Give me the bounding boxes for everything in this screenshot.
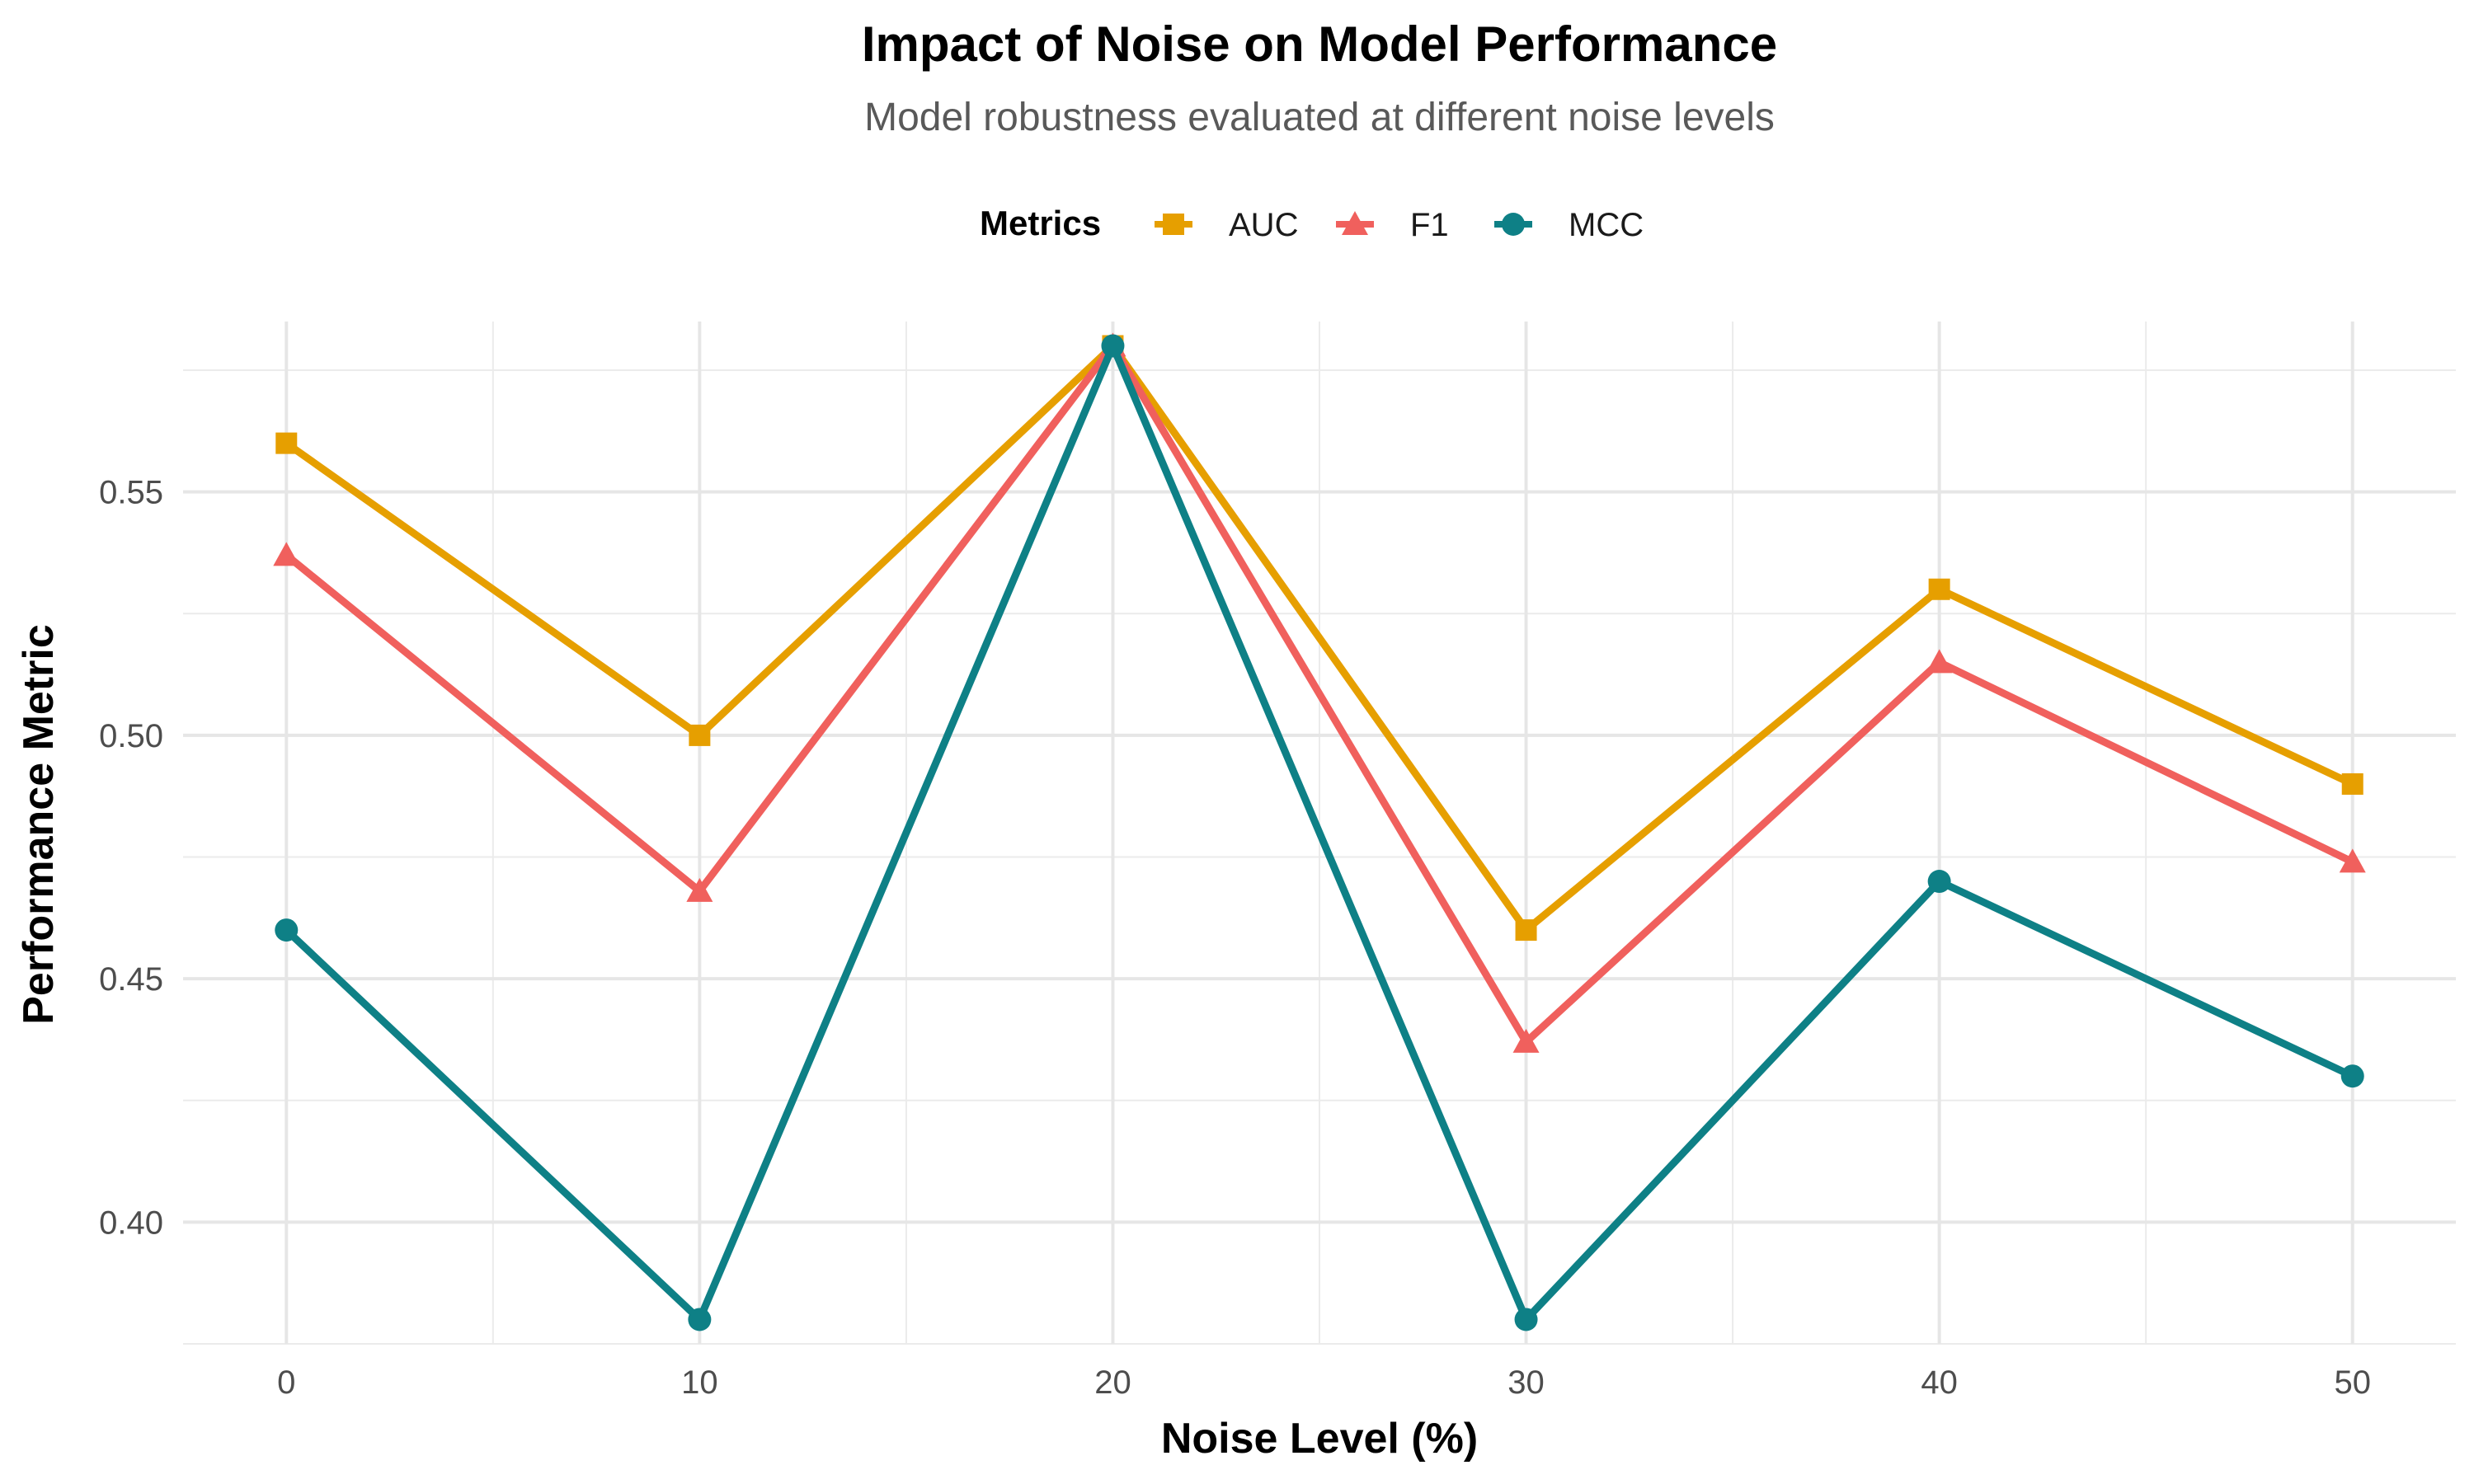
legend-key-marker-auc [1163,214,1184,235]
data-point-f1 [2339,848,2366,873]
x-tick-label: 40 [1921,1364,1958,1401]
data-point-auc [2341,773,2363,795]
y-axis: 0.40 0.45 0.50 0.55 [99,475,163,1242]
x-tick-label: 0 [277,1364,295,1401]
data-point-auc [1928,578,1950,600]
legend-key-marker-f1 [1342,211,1368,235]
data-point-mcc [1927,870,1951,894]
data-point-mcc [1101,334,1125,358]
plot-series [273,332,2366,1331]
chart-subtitle: Model robustness evaluated at different … [864,96,1775,139]
legend-label-f1: F1 [1410,207,1449,243]
y-axis-title: Performance Metric [15,624,63,1025]
data-point-mcc [275,918,299,942]
legend: Metrics AUC F1 MCC [980,204,1644,243]
x-axis: 0 10 20 30 40 50 [277,1364,2371,1401]
x-tick-label: 10 [681,1364,718,1401]
data-point-f1 [686,877,713,902]
x-tick-label: 50 [2334,1364,2371,1401]
data-point-mcc [2340,1064,2364,1088]
data-point-f1 [1512,1028,1540,1053]
x-tick-label: 30 [1507,1364,1545,1401]
data-point-f1 [273,542,300,566]
y-tick-label: 0.45 [99,961,163,998]
x-axis-title: Noise Level (%) [1161,1415,1478,1463]
chart-title: Impact of Noise on Model Performance [862,16,1777,72]
legend-label-auc: AUC [1229,207,1298,243]
legend-label-mcc: MCC [1569,207,1644,243]
plot-grid [183,322,2456,1345]
y-tick-label: 0.50 [99,718,163,754]
series-line-auc [284,340,2354,936]
data-point-auc [1515,919,1537,942]
data-point-auc [275,432,298,454]
y-tick-label: 0.55 [99,475,163,511]
data-point-mcc [688,1308,712,1331]
data-point-f1 [1926,649,1953,674]
x-tick-label: 20 [1094,1364,1131,1401]
series-line-f1 [284,339,2354,1048]
legend-title: Metrics [980,204,1101,242]
data-point-mcc [1514,1308,1538,1331]
legend-key-marker-mcc [1502,213,1525,236]
series-line-mcc [284,336,2354,1327]
data-point-auc [689,724,711,746]
y-tick-label: 0.40 [99,1205,163,1241]
